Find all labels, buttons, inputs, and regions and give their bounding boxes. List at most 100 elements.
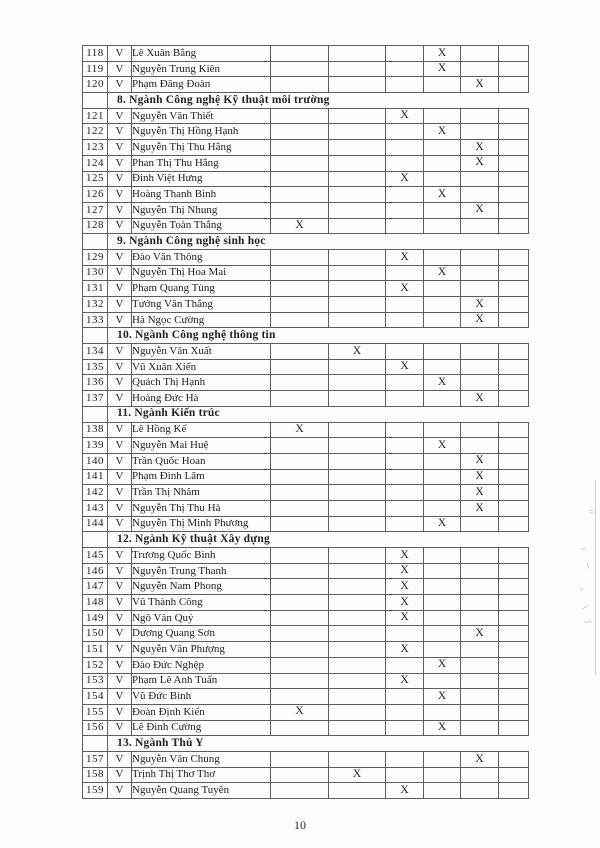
section-header-label: 12. Ngành Kỹ thuật Xây dựng	[107, 531, 529, 548]
empty-mark-cell	[498, 421, 529, 439]
assessment-mark: X	[460, 154, 499, 172]
empty-mark-cell	[385, 311, 424, 329]
empty-mark-cell	[328, 170, 386, 188]
check-mark: V	[107, 656, 132, 674]
person-name: Dương Quang Sơn	[131, 625, 271, 643]
empty-mark-cell	[498, 672, 529, 690]
section-header-row: 9. Ngành Công nghệ sinh học	[82, 233, 529, 250]
empty-mark-cell	[423, 390, 461, 407]
section-header-row: 11. Ngành Kiến trúc	[82, 405, 529, 423]
empty-mark-cell	[385, 656, 424, 674]
check-mark: V	[107, 672, 132, 690]
empty-mark-cell	[328, 484, 386, 501]
empty-mark-cell	[328, 703, 386, 721]
roster-row: 124 V Phan Thị Thu Hằng X	[82, 154, 529, 172]
empty-mark-cell	[498, 374, 529, 392]
check-mark: V	[107, 625, 132, 643]
empty-mark-cell	[385, 296, 424, 313]
check-mark: V	[107, 515, 132, 533]
empty-mark-cell	[328, 390, 386, 407]
person-name: Nguyễn Văn Thiết	[131, 107, 271, 125]
empty-mark-cell	[460, 594, 499, 611]
empty-mark-cell	[460, 578, 499, 596]
check-mark: V	[107, 358, 132, 376]
roster-row: 129 V Đào Văn Thông X	[82, 248, 529, 266]
roster-row: 145 V Trương Quốc Bình X	[82, 547, 529, 564]
empty-mark-cell	[498, 437, 529, 454]
empty-mark-cell	[423, 499, 461, 517]
person-name: Nguyễn Trung Thanh	[131, 562, 271, 580]
empty-mark-cell	[385, 186, 424, 203]
empty-mark-cell	[385, 390, 424, 407]
assessment-mark: X	[385, 547, 424, 564]
check-mark: V	[107, 641, 132, 658]
empty-mark-cell	[328, 76, 386, 94]
empty-mark-cell	[385, 139, 424, 156]
person-name: Lê Đình Cường	[131, 719, 271, 737]
section-header-label: 10. Ngành Công nghệ thông tin	[107, 327, 529, 345]
empty-mark-cell	[328, 515, 386, 533]
empty-mark-cell	[423, 562, 461, 580]
assessment-mark: X	[460, 625, 499, 643]
empty-mark-cell	[270, 719, 329, 737]
empty-mark-cell	[328, 499, 386, 517]
empty-mark-cell	[498, 60, 529, 78]
empty-mark-cell	[270, 76, 329, 94]
check-mark: V	[107, 60, 132, 78]
empty-mark-cell	[498, 609, 529, 627]
row-number: 149	[82, 609, 108, 627]
empty-mark-cell	[498, 296, 529, 313]
empty-mark-cell	[328, 437, 386, 454]
check-mark: V	[107, 186, 132, 203]
roster-row: 128 V Nguyễn Toàn Thắng X	[82, 217, 529, 235]
assessment-mark: X	[385, 578, 424, 596]
empty-mark-cell	[328, 296, 386, 313]
empty-mark-cell	[328, 782, 386, 799]
empty-mark-cell	[385, 264, 424, 282]
empty-mark-cell	[498, 468, 529, 486]
empty-mark-cell	[498, 123, 529, 141]
empty-mark-cell	[498, 264, 529, 282]
row-number: 126	[82, 186, 108, 203]
empty-mark-cell	[328, 547, 386, 564]
empty-mark-cell	[423, 625, 461, 643]
check-mark: V	[107, 452, 132, 470]
empty-mark-cell	[423, 452, 461, 470]
row-number: 147	[82, 578, 108, 596]
empty-mark-cell	[423, 154, 461, 172]
margin-scribble: =	[576, 585, 587, 592]
check-mark: V	[107, 139, 132, 156]
roster-row: 119 V Nguyễn Trung Kiên X	[82, 60, 529, 78]
section-header-row: 12. Ngành Kỹ thuật Xây dựng	[82, 531, 529, 548]
row-number: 155	[82, 703, 108, 721]
assessment-mark: X	[385, 170, 424, 188]
section-header-label: 8. Ngành Công nghệ Kỹ thuật môi trường	[107, 92, 529, 109]
empty-mark-cell	[460, 421, 499, 439]
person-name: Lê Hồng Kế	[131, 421, 271, 439]
margin-scribble: ʃ	[584, 619, 594, 625]
roster-row: 118 V Lê Xuân Bằng X	[82, 45, 529, 62]
person-name: Nguyễn Văn Xuất	[131, 343, 271, 360]
person-name: Nguyễn Thị Hoa Mai	[131, 264, 271, 282]
roster-row: 142 V Trần Thị Nhâm X	[82, 484, 529, 501]
check-mark: V	[107, 609, 132, 627]
empty-mark-cell	[423, 421, 461, 439]
assessment-mark: X	[460, 390, 499, 407]
check-mark: V	[107, 437, 132, 454]
empty-mark-cell	[270, 641, 329, 658]
empty-mark-cell	[328, 625, 386, 643]
empty-mark-cell	[423, 468, 461, 486]
empty-mark-cell	[498, 154, 529, 172]
check-mark: V	[107, 264, 132, 282]
roster-row: 154 V Vũ Đức Bình X	[82, 688, 529, 705]
empty-mark-cell	[328, 311, 386, 329]
person-name: Đoàn Định Kiến	[131, 703, 271, 721]
empty-mark-cell	[385, 154, 424, 172]
empty-mark-cell	[498, 782, 529, 799]
empty-mark-cell	[498, 107, 529, 125]
row-number: 128	[82, 217, 108, 235]
empty-mark-cell	[423, 358, 461, 376]
section-header-label: 9. Ngành Công nghệ sinh học	[107, 233, 529, 250]
empty-mark-cell	[460, 609, 499, 627]
